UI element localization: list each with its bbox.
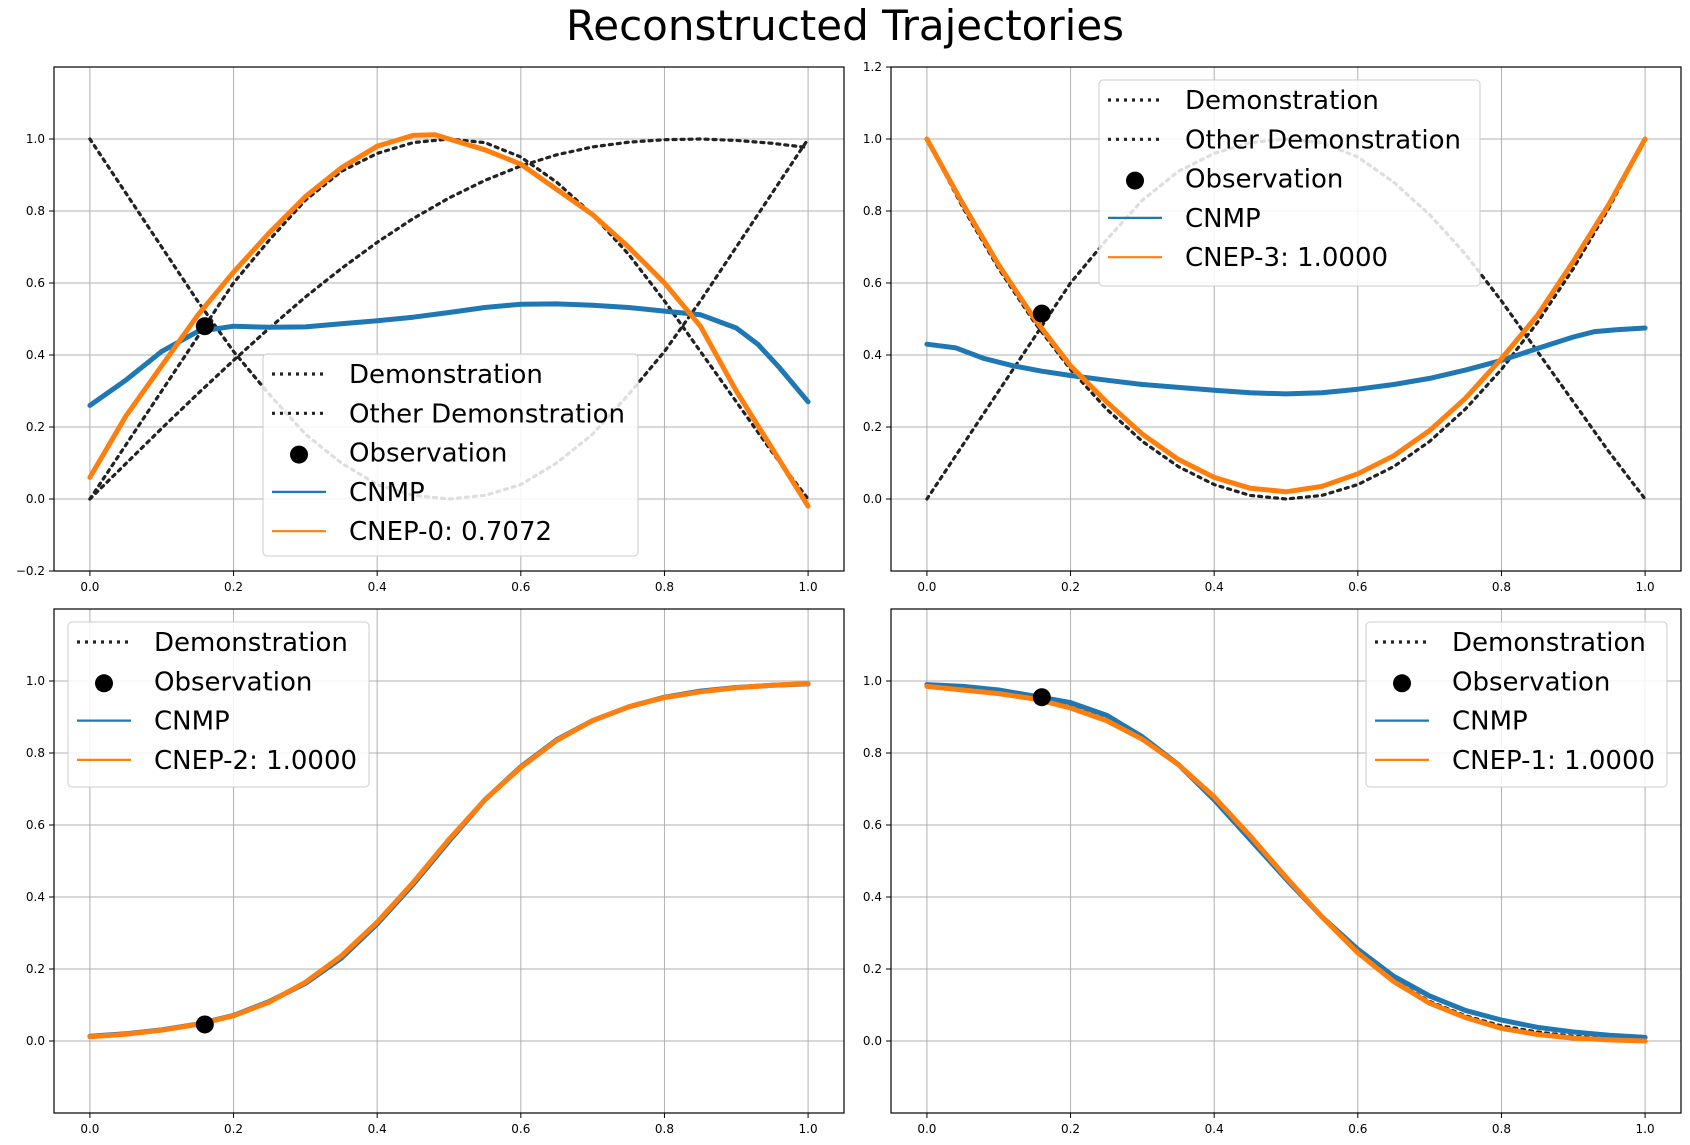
y-tick-label: 1.0: [26, 132, 45, 146]
legend-label-cnep-1-1-0000: CNEP-1: 1.0000: [1452, 746, 1655, 776]
x-tick-label: 1.0: [799, 580, 818, 594]
y-tick-label: 0.2: [863, 962, 882, 976]
y-tick-label: 0.4: [26, 890, 45, 904]
y-tick-label: 0.0: [863, 492, 882, 506]
y-tick-label: 0.2: [26, 962, 45, 976]
axes-frame: [890, 66, 1682, 572]
legend-label-demonstration: Demonstration: [1185, 86, 1379, 116]
x-tick-label: 0.4: [368, 580, 387, 594]
axes-frame: [53, 608, 845, 1114]
y-tick-label: 0.6: [26, 276, 45, 290]
y-tick-label: 0.8: [863, 746, 882, 760]
x-tick-label: 0.6: [511, 580, 530, 594]
legend-label-observation: Observation: [1185, 165, 1343, 195]
x-tick-label: 0.0: [80, 580, 99, 594]
y-tick-label: 1.0: [863, 132, 882, 146]
legend-handle-observation: [95, 674, 113, 693]
legend-label-cnep-0-0-7072: CNEP-0: 0.7072: [349, 517, 552, 547]
observation-point: [1032, 304, 1051, 323]
series-line-cnep-3-1-0000: [924, 136, 1648, 495]
legend-label-cnmp: CNMP: [154, 707, 230, 737]
y-tick-label: 0.8: [26, 746, 45, 760]
x-tick-label: 0.2: [224, 580, 243, 594]
legend-label-cnep-2-1-0000: CNEP-2: 1.0000: [154, 746, 357, 776]
x-tick-label: 0.8: [1492, 1122, 1511, 1136]
axes-frame: [890, 608, 1682, 1114]
legend-label-observation: Observation: [349, 439, 507, 469]
y-tick-label: 0.0: [26, 492, 45, 506]
observation-point: [195, 317, 214, 336]
y-tick-label: 0.2: [863, 420, 882, 434]
x-tick-label: 1.0: [799, 1122, 818, 1136]
x-tick-label: 0.2: [224, 1122, 243, 1136]
legend-handle-observation: [290, 445, 308, 464]
legend: Demonstration Observation CNMP CNEP-1: 1.00…: [1365, 621, 1668, 788]
y-tick-label: 1.0: [26, 674, 45, 688]
chart-panel-1: 0.0 0.2 0.4 0.6 0.8 1.0 0.0 0.2 0.4 0.6 0.8 1.0 1.2 D…: [863, 60, 1682, 594]
legend-box: [67, 621, 370, 788]
legend-label-other-demonstration: Other Demonstration: [1185, 125, 1461, 155]
x-tick-label: 0.0: [80, 1122, 99, 1136]
legend-label-cnmp: CNMP: [1185, 204, 1261, 234]
y-tick-label: 0.4: [863, 348, 882, 362]
y-tick-label: 1.0: [863, 674, 882, 688]
x-tick-label: 0.4: [368, 1122, 387, 1136]
x-tick-label: 1.0: [1636, 580, 1655, 594]
y-tick-label: −0.2: [16, 564, 45, 578]
y-tick-label: 0.4: [26, 348, 45, 362]
y-tick-label: 0.6: [863, 276, 882, 290]
x-tick-label: 0.0: [917, 1122, 936, 1136]
x-tick-label: 1.0: [1636, 1122, 1655, 1136]
figure-title: Reconstructed Trajectories: [566, 1, 1124, 50]
y-tick-label: 0.8: [26, 204, 45, 218]
legend-label-cnmp: CNMP: [1452, 707, 1528, 737]
series-line-demonstration: [88, 137, 810, 501]
y-tick-label: 0.0: [26, 1034, 45, 1048]
x-tick-label: 0.8: [655, 1122, 674, 1136]
y-tick-label: 0.6: [26, 818, 45, 832]
chart-panel-0: 0.0 0.2 0.4 0.6 0.8 1.0 −0.2 0.0 0.2 0.4 0.6 0.8 1.0…: [16, 66, 845, 594]
x-tick-label: 0.2: [1061, 580, 1080, 594]
legend-label-observation: Observation: [154, 667, 312, 697]
series-line-cnep-0-0-7072: [87, 132, 811, 509]
legend-label-cnep-3-1-0000: CNEP-3: 1.0000: [1185, 243, 1388, 273]
legend-box: [1098, 79, 1481, 287]
y-tick-label: 0.4: [863, 890, 882, 904]
y-tick-label: 1.2: [863, 60, 882, 74]
x-tick-label: 0.4: [1205, 580, 1224, 594]
y-tick-label: 0.8: [863, 204, 882, 218]
series-line-cnmp: [924, 325, 1648, 397]
x-tick-label: 0.6: [1348, 1122, 1367, 1136]
x-tick-label: 0.8: [1492, 580, 1511, 594]
legend-label-observation: Observation: [1452, 667, 1610, 697]
chart-panel-3: 0.0 0.2 0.4 0.6 0.8 1.0 0.0 0.2 0.4 0.6 0.8 1.0 Demo…: [863, 608, 1682, 1136]
observation-point: [195, 1015, 214, 1034]
observation-point: [1032, 688, 1051, 707]
x-tick-label: 0.0: [917, 580, 936, 594]
legend-label-demonstration: Demonstration: [1452, 628, 1646, 658]
axes-frame: [53, 66, 845, 572]
legend-box: [1365, 621, 1668, 788]
y-tick-label: 0.0: [863, 1034, 882, 1048]
x-tick-label: 0.6: [1348, 580, 1367, 594]
legend: Demonstration Other Demonstration Observat…: [262, 353, 639, 557]
legend: Demonstration Observation CNMP CNEP-2: 1.00…: [67, 621, 370, 788]
legend-label-other-demonstration: Other Demonstration: [349, 399, 625, 429]
legend-label-cnmp: CNMP: [349, 478, 425, 508]
x-tick-label: 0.2: [1061, 1122, 1080, 1136]
legend-handle-observation: [1393, 674, 1411, 693]
y-tick-label: 0.2: [26, 420, 45, 434]
x-tick-label: 0.4: [1205, 1122, 1224, 1136]
series-line-cnmp: [87, 301, 811, 408]
legend: Demonstration Other Demonstration Observat…: [1098, 79, 1481, 287]
legend-label-demonstration: Demonstration: [349, 360, 543, 390]
legend-handle-observation: [1126, 171, 1144, 190]
legend-label-demonstration: Demonstration: [154, 628, 348, 658]
y-tick-label: 0.6: [863, 818, 882, 832]
x-tick-label: 0.8: [655, 580, 674, 594]
chart-panel-2: 0.0 0.2 0.4 0.6 0.8 1.0 0.0 0.2 0.4 0.6 0.8 1.0 Demo…: [26, 608, 845, 1136]
x-tick-label: 0.6: [511, 1122, 530, 1136]
legend-box: [262, 353, 639, 557]
